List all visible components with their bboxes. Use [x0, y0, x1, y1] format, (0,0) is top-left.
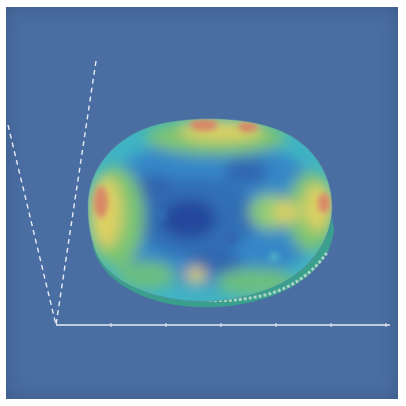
surface-colormap	[87, 118, 332, 302]
surface-rim-highlight	[109, 250, 330, 303]
plot-canvas	[7, 60, 390, 327]
axis-lines	[7, 60, 390, 326]
axis-ticks	[110, 323, 387, 327]
3d-plot-viewport[interactable]	[6, 7, 398, 399]
surface-outline	[87, 118, 333, 302]
y-axis-left	[7, 124, 57, 326]
